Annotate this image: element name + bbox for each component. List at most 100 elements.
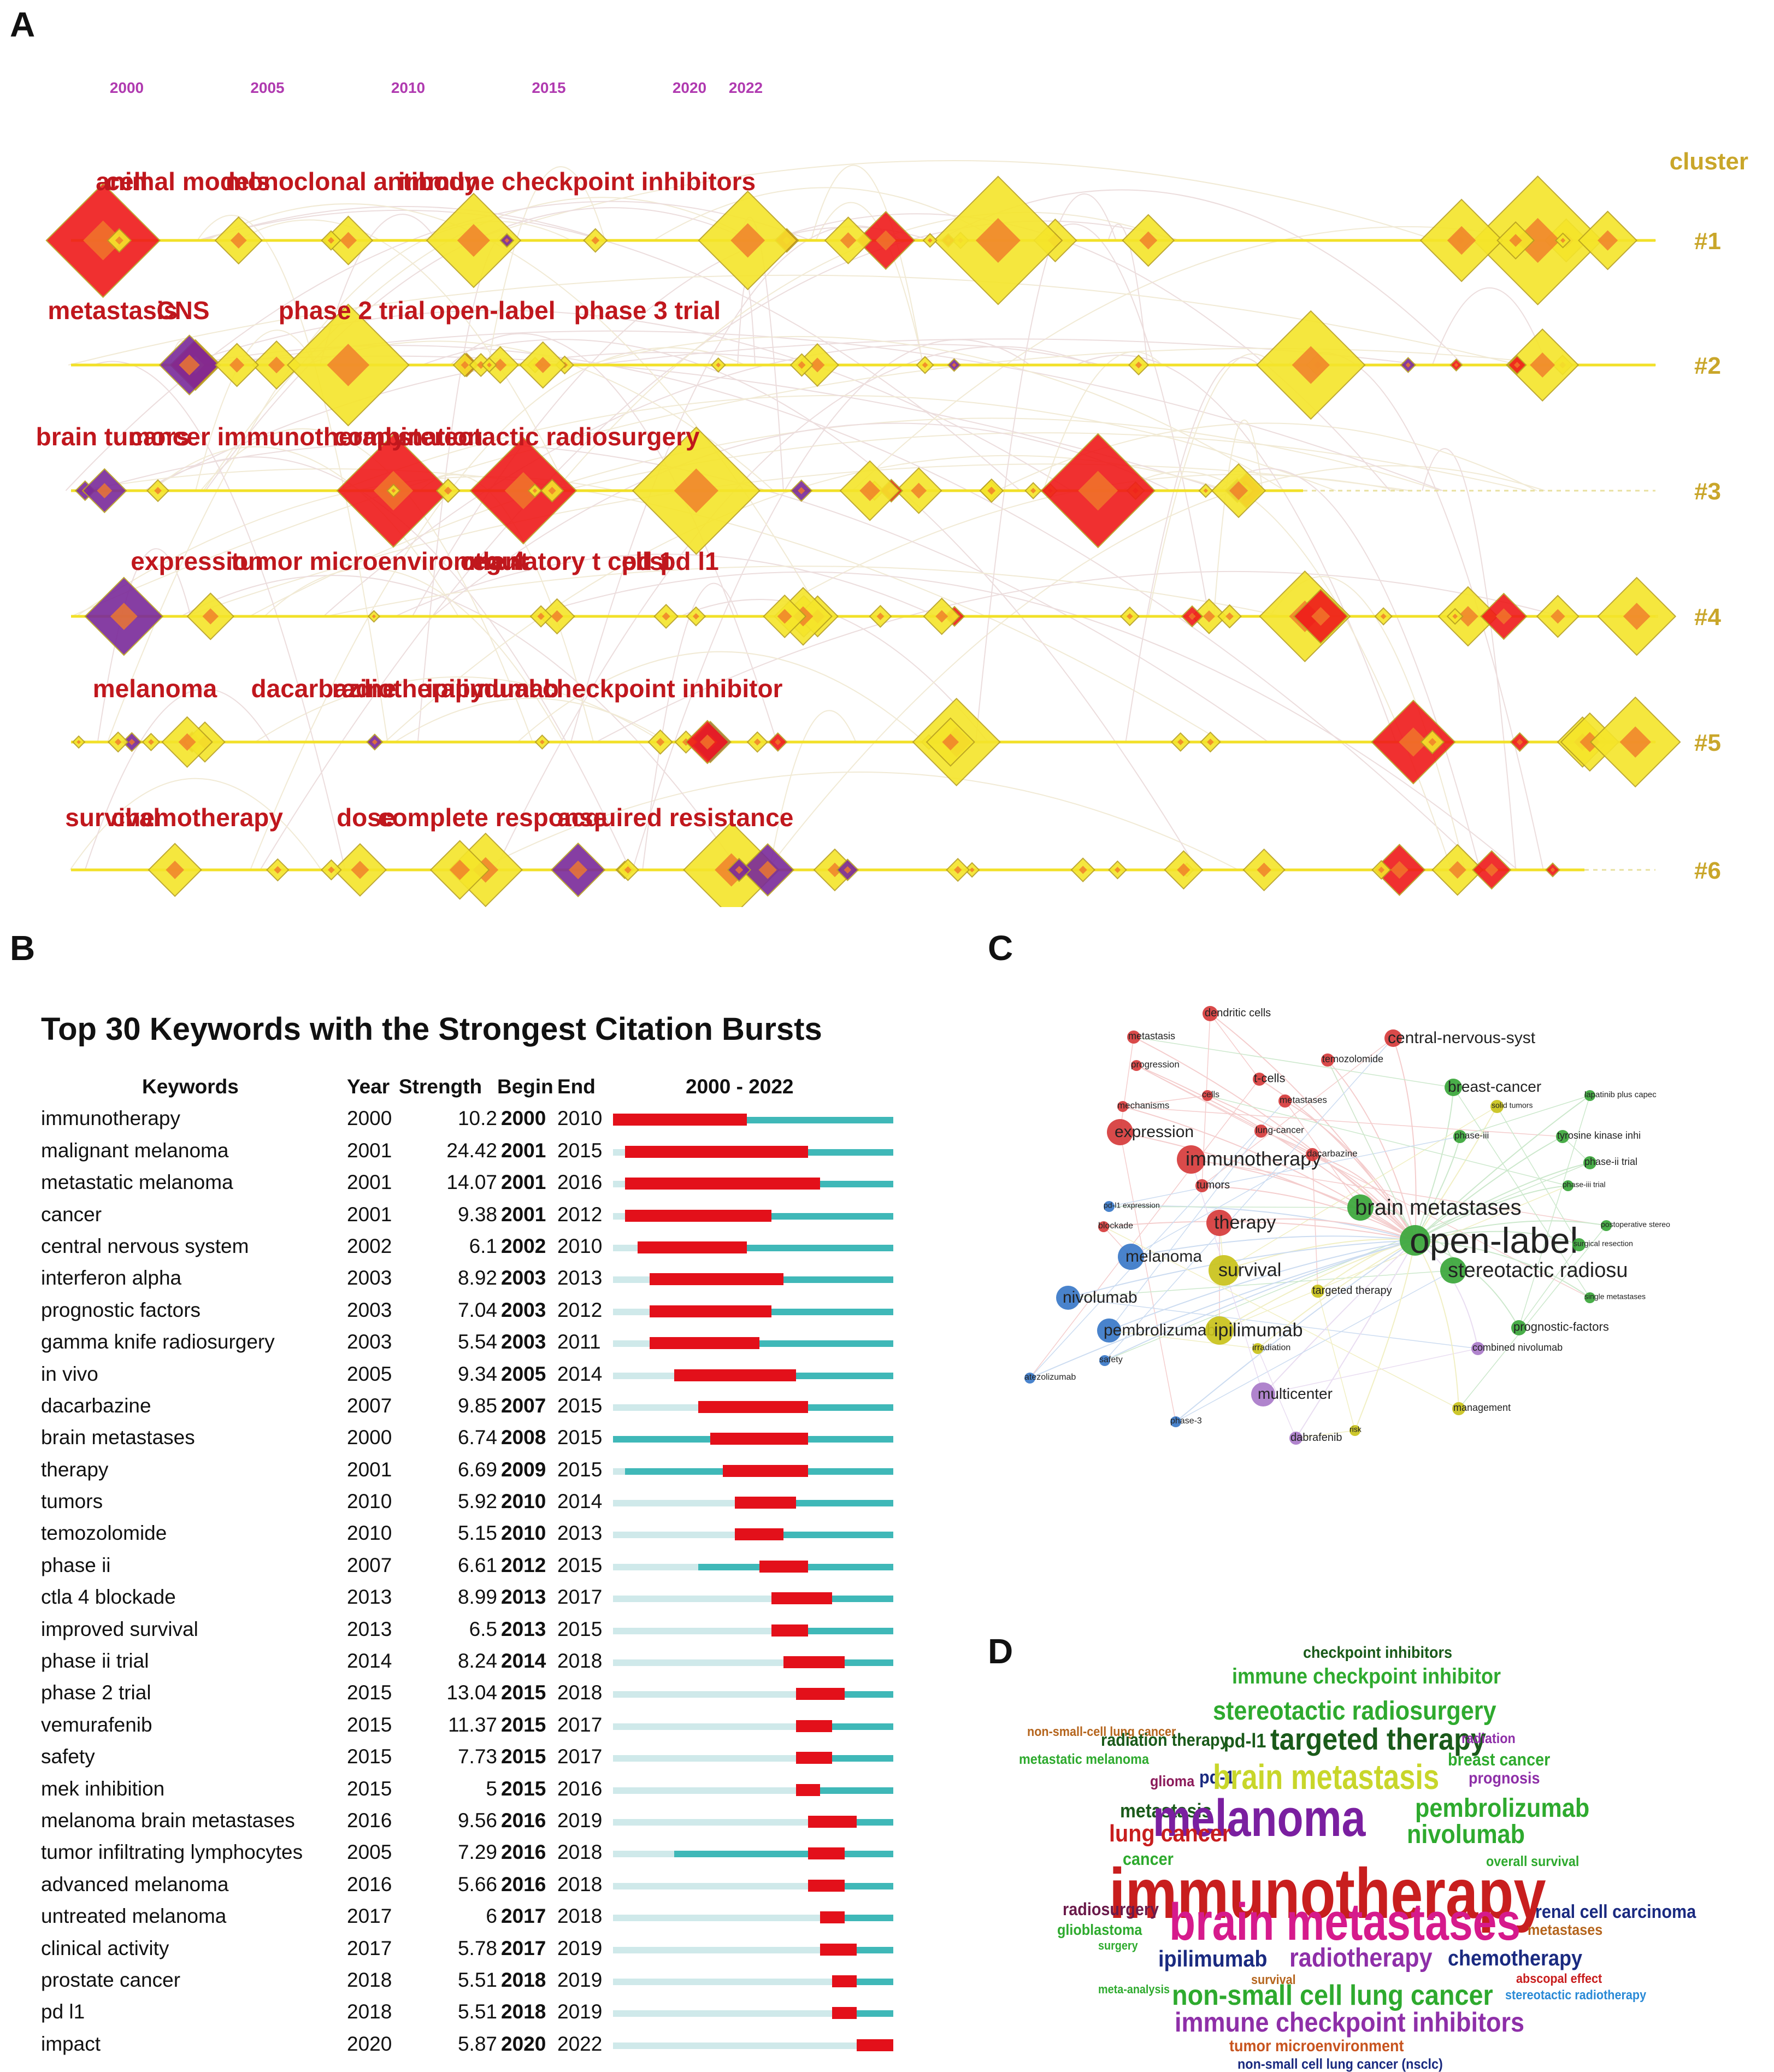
network-edge — [1327, 1059, 1416, 1241]
timeline-node — [727, 857, 752, 882]
node-core — [810, 357, 825, 373]
begin-cell: 2001 — [501, 1171, 546, 1194]
timeline-node — [746, 731, 768, 753]
network-edge — [1284, 1100, 1416, 1241]
keyword-cell: improved survival — [41, 1617, 198, 1640]
timeline-node — [1293, 588, 1348, 644]
timeline-node — [795, 343, 839, 387]
node-core — [551, 610, 563, 623]
end-cell: 2018 — [557, 1841, 603, 1864]
burst-bar — [771, 1624, 808, 1637]
begin-cell: 2015 — [501, 1681, 546, 1704]
burst-row: prognostic factors 2003 7.04 2003 2012 — [38, 1296, 912, 1327]
end-cell: 2015 — [557, 1394, 603, 1417]
timeline-node — [647, 729, 673, 755]
node-core — [1203, 610, 1215, 622]
year-cell: 2001 — [347, 1171, 392, 1194]
keyword-cell: metastatic melanoma — [41, 1171, 233, 1194]
timeline-node — [426, 192, 522, 289]
begin-cell: 2015 — [501, 1745, 546, 1768]
node-label: breast-cancer — [1448, 1078, 1541, 1095]
keyword-label: dacarbazine — [251, 674, 397, 703]
network-node: risk — [1349, 1424, 1362, 1436]
network-edge — [1133, 1037, 1416, 1241]
timeline-node — [1198, 483, 1213, 498]
node-label: dabrafenib — [1290, 1432, 1342, 1444]
burst-track-before — [613, 1212, 626, 1220]
begin-cell: 2003 — [501, 1331, 546, 1353]
node-core — [328, 866, 335, 874]
wordcloud-word: tumor microenvironment — [1229, 2037, 1404, 2055]
strength-cell: 8.24 — [457, 1650, 497, 1673]
strength-cell: 6.5 — [469, 1617, 497, 1640]
node-label: surgical resection — [1573, 1239, 1633, 1247]
network-edge — [1317, 1291, 1355, 1431]
network-edge — [1119, 1132, 1176, 1422]
node-label: ipilimumab — [1214, 1320, 1303, 1340]
burst-row: therapy 2001 6.69 2009 2015 — [38, 1455, 912, 1487]
keyword-cell: advanced melanoma — [41, 1873, 229, 1896]
network-node: ipilimumab — [1205, 1316, 1303, 1345]
burst-bar — [735, 1497, 796, 1509]
link-arc — [975, 193, 1117, 743]
begin-cell: 2010 — [501, 1490, 546, 1513]
network-node: lapatinib plus capec — [1584, 1090, 1657, 1101]
network-edge — [1415, 1185, 1569, 1241]
begin-cell: 2018 — [501, 1968, 546, 1991]
network-node: surgical resection — [1572, 1238, 1633, 1251]
timeline-node — [186, 592, 234, 640]
link-arc — [180, 575, 740, 870]
node-label: phase-ii trial — [1584, 1156, 1637, 1167]
node-circle — [1024, 1373, 1035, 1384]
node-circle — [1056, 1286, 1080, 1310]
year-tick: 2015 — [532, 79, 565, 96]
network-edge — [1029, 1100, 1286, 1379]
node-core — [444, 486, 452, 495]
node-core — [178, 733, 196, 751]
link-arc — [97, 548, 192, 743]
network-edge — [1130, 1235, 1416, 1257]
network-node: pd-l1 expression — [1104, 1200, 1160, 1212]
node-label: targeted therapy — [1312, 1285, 1392, 1297]
node-core — [340, 232, 357, 249]
node-circle — [1584, 1292, 1595, 1303]
timeline-node — [1164, 850, 1204, 890]
network-edge — [1109, 1136, 1460, 1207]
year-cell: 2005 — [347, 1841, 392, 1864]
node-circle — [1349, 1425, 1360, 1436]
network-edge — [1415, 1095, 1590, 1241]
node-label: temozolomide — [1322, 1053, 1383, 1064]
timeline-node — [1506, 328, 1579, 402]
node-label: safety — [1099, 1355, 1123, 1364]
strength-cell: 5.87 — [457, 2032, 497, 2055]
wordcloud-word: brain metastasis — [1213, 1757, 1440, 1797]
link-arc — [68, 274, 1519, 366]
node-core — [922, 362, 928, 368]
network-edge — [1415, 1240, 1590, 1298]
node-circle — [1289, 1432, 1302, 1445]
node-circle — [1490, 1100, 1504, 1113]
keyword-label: pd l1 — [660, 547, 718, 575]
keyword-cell: vemurafenib — [41, 1713, 152, 1736]
network-edge — [1312, 1154, 1318, 1292]
timeline-node — [946, 857, 970, 882]
year-cell: 2001 — [347, 1458, 392, 1481]
node-core — [1550, 867, 1555, 873]
timeline-node — [214, 216, 263, 265]
node-circle — [1205, 1316, 1234, 1345]
network-node: metastasis — [1127, 1031, 1175, 1044]
network-node: pembrolizumab — [1097, 1318, 1216, 1343]
keyword-label: dual checkpoint inhibitor — [484, 674, 783, 703]
network-edge — [1263, 1348, 1478, 1395]
node-label: mechanisms — [1117, 1100, 1169, 1111]
burst-row: metastatic melanoma 2001 14.07 2001 2016 — [38, 1168, 912, 1199]
burst-bar — [857, 2039, 893, 2051]
burst-track-before — [613, 1915, 821, 1922]
timeline-node — [583, 228, 608, 253]
node-circle — [1097, 1318, 1121, 1343]
link-arc — [517, 651, 925, 743]
year-cell: 2003 — [347, 1298, 392, 1321]
network-edge — [1122, 1106, 1563, 1137]
keyword-label: phase 2 trial — [279, 296, 425, 325]
keyword-cell: therapy — [41, 1458, 109, 1481]
